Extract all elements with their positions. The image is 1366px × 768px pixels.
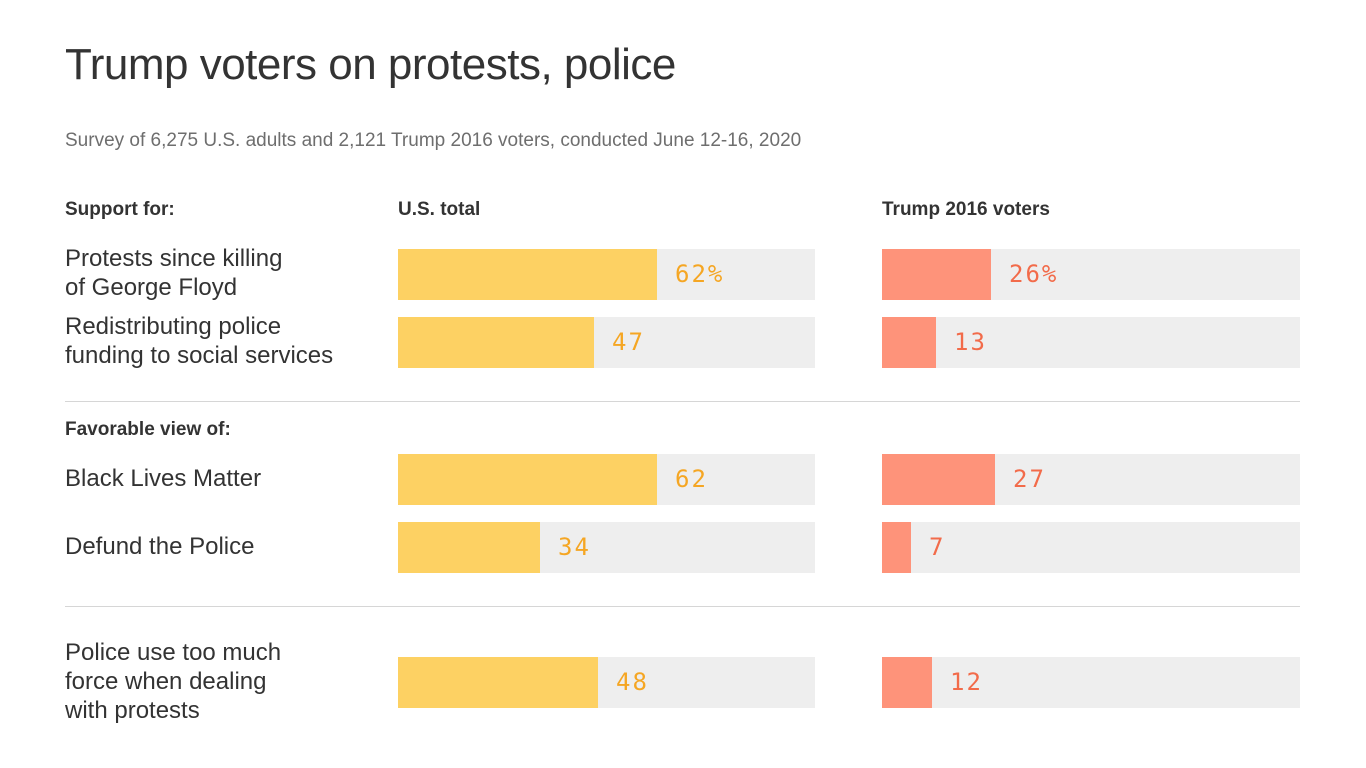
section-label-support: Support for: bbox=[65, 199, 175, 220]
data-label-trump-voters: 7 bbox=[929, 533, 946, 561]
category-label: Protests since killing of George Floyd bbox=[65, 245, 283, 301]
data-label-us-total: 47 bbox=[612, 328, 645, 356]
bar-us-total bbox=[398, 454, 657, 505]
data-label-us-total: 34 bbox=[558, 533, 591, 561]
bar-track-trump-voters: 12 bbox=[882, 657, 1300, 708]
bar-track-trump-voters: 26% bbox=[882, 249, 1300, 300]
category-label: Black Lives Matter bbox=[65, 465, 262, 492]
bar-track-us-total: 34 bbox=[398, 522, 815, 573]
chart-subtitle: Survey of 6,275 U.S. adults and 2,121 Tr… bbox=[65, 130, 802, 151]
bar-trump-voters bbox=[882, 522, 911, 573]
data-label-trump-voters: 26% bbox=[1009, 260, 1059, 288]
bar-us-total bbox=[398, 657, 598, 708]
bar-us-total bbox=[398, 522, 540, 573]
bar-us-total bbox=[398, 249, 657, 300]
category-label: Police use too much force when dealing w… bbox=[65, 639, 282, 724]
column-header-us-total: U.S. total bbox=[398, 199, 481, 220]
data-label-trump-voters: 13 bbox=[954, 328, 987, 356]
data-label-trump-voters: 27 bbox=[1013, 465, 1046, 493]
bar-trump-voters bbox=[882, 454, 995, 505]
bar-trump-voters bbox=[882, 657, 932, 708]
bar-trump-voters bbox=[882, 317, 936, 368]
bar-track-trump-voters: 27 bbox=[882, 454, 1300, 505]
bar-track-trump-voters: 13 bbox=[882, 317, 1300, 368]
section-divider bbox=[65, 606, 1300, 607]
bar-track-us-total: 62 bbox=[398, 454, 815, 505]
chart-title: Trump voters on protests, police bbox=[65, 40, 676, 89]
section-divider bbox=[65, 401, 1300, 402]
data-label-us-total: 62% bbox=[675, 260, 725, 288]
bar-us-total bbox=[398, 317, 594, 368]
bar-track-us-total: 62% bbox=[398, 249, 815, 300]
bar-track-us-total: 47 bbox=[398, 317, 815, 368]
section-label-favorable: Favorable view of: bbox=[65, 419, 231, 440]
data-label-trump-voters: 12 bbox=[950, 668, 983, 696]
column-header-trump-voters: Trump 2016 voters bbox=[882, 199, 1050, 220]
bar-track-us-total: 48 bbox=[398, 657, 815, 708]
category-label: Defund the Police bbox=[65, 533, 255, 560]
category-label: Redistributing police funding to social … bbox=[65, 313, 334, 369]
bar-trump-voters bbox=[882, 249, 991, 300]
data-label-us-total: 62 bbox=[675, 465, 708, 493]
data-label-us-total: 48 bbox=[616, 668, 649, 696]
bar-track-trump-voters: 7 bbox=[882, 522, 1300, 573]
